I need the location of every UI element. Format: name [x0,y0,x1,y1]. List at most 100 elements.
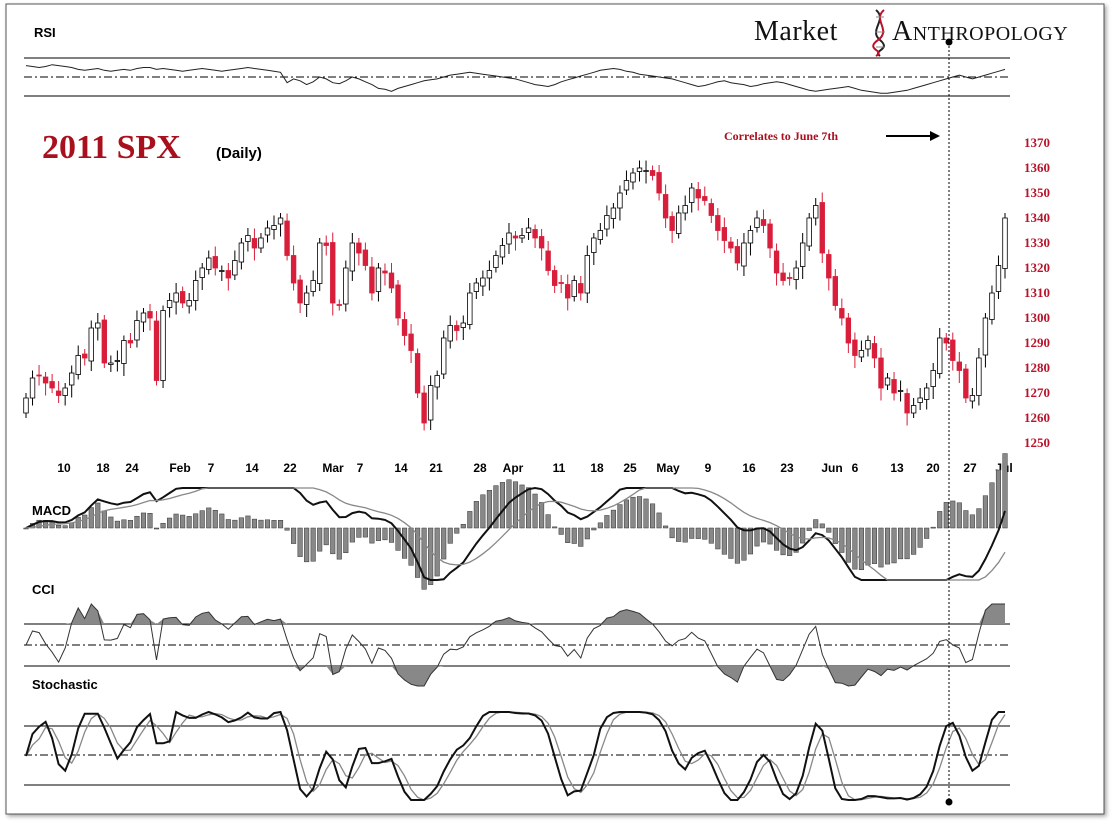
candle [336,299,342,311]
rsi-line [25,64,1006,94]
macd-histogram-bar [291,527,297,544]
candle [382,263,388,286]
macd-histogram-bar [924,527,930,539]
candle [910,398,917,418]
candle [401,312,408,346]
candle [754,210,760,233]
candle [36,365,42,386]
macd-histogram-bar [917,527,923,548]
candle [206,250,212,275]
candle [427,375,434,430]
candle [49,374,55,393]
macd-histogram-bar [395,527,401,551]
candle [23,393,29,418]
candle [878,348,884,401]
macd-histogram-bar [186,516,192,529]
date-tick-label: 18 [96,461,110,475]
candle [62,383,68,406]
macd-histogram-bar [839,527,845,553]
candle [565,274,571,311]
macd-histogram-bar [584,527,590,540]
candle [55,381,62,403]
candle [69,365,75,398]
macd-histogram-bar [193,513,199,529]
candle [264,220,271,243]
candle [441,330,447,379]
macd-histogram-bar [728,527,734,559]
date-tick-label: 28 [473,461,487,475]
macd-histogram-bar [206,507,212,529]
candle [317,238,323,291]
macd-histogram-bar [167,517,173,529]
macd-histogram-bar [891,527,897,564]
candle [434,370,440,400]
macd-histogram-bar [349,527,355,543]
candle [760,209,767,233]
macd-histogram-bar [819,523,825,529]
candle [512,231,519,251]
macd-histogram-bar [950,500,956,529]
candle [982,313,989,368]
candle [617,185,623,221]
candle [839,298,845,326]
macd-histogram-bar [147,512,153,529]
macd-histogram-bar [532,493,538,529]
macd-histogram-bar [636,496,643,529]
candle [238,238,245,270]
candle [88,320,94,371]
candle [682,195,688,221]
candle [741,233,747,276]
macd-histogram-bar [75,516,81,529]
macd-histogram-bar [375,527,381,541]
price-tick-label: 1360 [1024,160,1050,175]
candle [369,257,375,301]
candle [793,260,799,290]
date-tick-label: 20 [926,461,940,475]
candle [538,229,545,261]
macd-histogram-bar [767,527,773,545]
macd-histogram-bar [865,527,871,566]
macd-histogram-bar [845,527,851,563]
candle [101,315,108,368]
candle [225,263,232,291]
date-tick-label: Jun [821,461,842,475]
date-tick-label: 11 [553,461,566,475]
macd-histogram-bar [454,527,460,534]
cci-label: CCI [32,582,54,597]
macd-histogram-bar [434,527,440,577]
candle [199,263,205,290]
macd-histogram-bar [871,527,878,564]
candle [356,238,362,266]
macd-histogram-bar [330,527,336,555]
candle [310,270,316,297]
macd-histogram-bar [832,527,838,544]
candle [963,364,969,403]
candle [656,165,662,201]
macd-histogram-bar [323,527,329,546]
macd-histogram-bar [597,522,603,529]
candle [127,333,134,348]
price-axis: 1370 1360 1350 1340 1330 1320 1310 1300 1290 1280… [1024,135,1050,450]
candle [950,332,956,371]
macd-histogram-bar [930,526,936,529]
candle [486,260,493,291]
candle [362,242,369,271]
macd-histogram-bar [552,526,558,529]
macd-histogram-bar [982,495,988,529]
macd-histogram-bar [682,527,688,543]
candle [251,228,258,261]
macd-histogram-bar [800,527,806,544]
macd-histogram-bar [127,520,133,529]
macd-histogram-bar [813,519,819,529]
candle [969,388,976,409]
cci-oversold-fill [26,666,1005,686]
macd-histogram-bar [108,516,114,529]
macd-histogram-bar [278,520,284,529]
candle [290,245,297,291]
candle [245,228,251,252]
candle [414,348,421,398]
price-tick-label: 1330 [1024,235,1050,250]
macd-histogram-bar [826,527,832,533]
candle [956,352,962,383]
candle [108,355,114,372]
